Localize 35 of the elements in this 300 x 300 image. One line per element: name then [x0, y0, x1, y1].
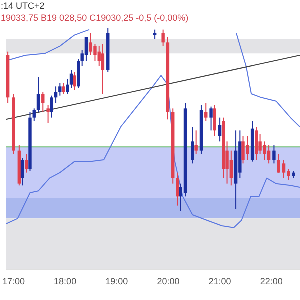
- candlestick: [267, 144, 271, 164]
- candlestick: [58, 82, 62, 96]
- x-tick-label: 21:00: [208, 276, 232, 286]
- x-tick-label: 17:00: [2, 276, 25, 286]
- candlestick: [255, 126, 258, 160]
- candlestick: [54, 86, 58, 104]
- candlestick: [25, 154, 28, 174]
- candlestick: [230, 150, 233, 186]
- candlestick: [162, 29, 165, 47]
- candlestick: [20, 158, 24, 186]
- candlestick: [213, 104, 216, 137]
- candlestick: [62, 82, 66, 94]
- text: 19033,75 B19 028,50 C19030,25 -0,5 (-0,00%): [1, 13, 189, 23]
- x-tick-label: 20:00: [157, 276, 180, 286]
- candlestick: [191, 126, 194, 164]
- x-tick-label: 19:00: [106, 276, 128, 286]
- candlestick: [153, 29, 157, 40]
- x-tick-label: 18:00: [54, 276, 77, 286]
- candlestick: [218, 117, 222, 142]
- candlestick: [73, 72, 76, 91]
- candlestick: [42, 92, 45, 113]
- candlestick: [210, 106, 213, 132]
- candlestick: [272, 144, 276, 164]
- candlestick: [204, 102, 208, 122]
- candlestick: [36, 77, 40, 113]
- candlestick: [84, 36, 88, 62]
- candlestick: [277, 154, 280, 174]
- candlestick: [46, 104, 50, 124]
- x-tick-label: 22:00: [260, 276, 283, 286]
- text: :14 UTC+2: [1, 1, 45, 11]
- candlestick: [101, 44, 105, 94]
- candlestick: [50, 95, 54, 118]
- candlestick: [194, 130, 198, 155]
- candlestick: [32, 108, 36, 122]
- candlestick: [176, 172, 180, 206]
